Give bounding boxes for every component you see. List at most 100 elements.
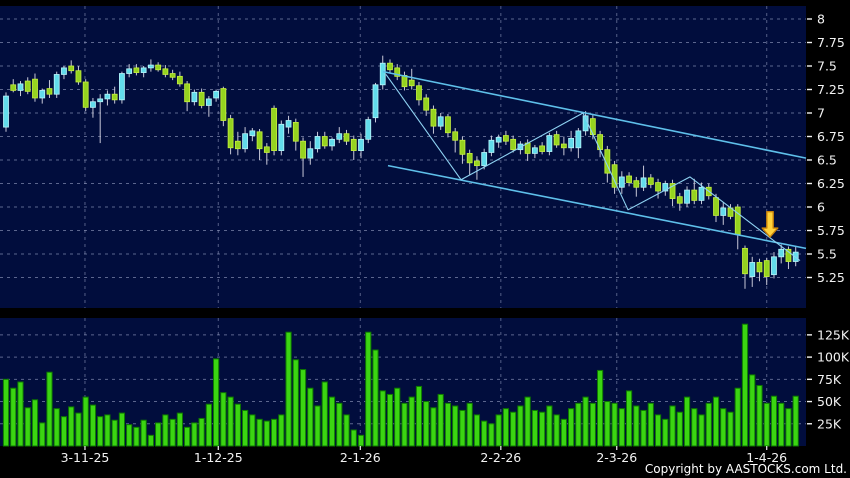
down-arrow-icon: [761, 211, 779, 238]
candle-down: [82, 81, 89, 108]
candle-down: [430, 108, 437, 127]
candle-up: [39, 90, 46, 99]
candle-down: [300, 140, 306, 159]
volume-bar: [712, 396, 720, 447]
volume-bar: [691, 408, 698, 447]
volume-bar: [372, 349, 379, 447]
volume-bar: [582, 396, 589, 447]
volume-bar: [785, 408, 792, 447]
candle-down: [46, 88, 53, 95]
price-tick-label: 7.25: [817, 82, 845, 97]
candle-up: [575, 130, 582, 149]
axis-labels: 8 7.75 7.5 7.25 7 6.75 6.5 6.25 6 5.75 5.5 5.25 125K…: [61, 12, 850, 466]
volume-bar: [698, 414, 705, 447]
copyright-text: Copyright by AASTOCKS.com Ltd.: [645, 462, 847, 476]
volume-bar: [517, 405, 524, 447]
candle-down: [10, 84, 17, 91]
candle-up: [278, 123, 285, 151]
volume-bar: [169, 418, 176, 447]
candle-down: [423, 97, 430, 111]
volume-bar: [560, 418, 567, 447]
candle-up: [140, 67, 147, 73]
candle-up: [3, 95, 9, 128]
candle-up: [249, 130, 256, 136]
volume-bar: [756, 385, 763, 447]
volume-bar: [2, 378, 10, 447]
date-tick-label: 3-11-25: [61, 450, 110, 465]
candle-down: [633, 180, 640, 188]
volume-bar: [662, 418, 669, 447]
candle-up: [481, 152, 488, 167]
volume-bar: [328, 396, 336, 447]
candle-up: [531, 147, 538, 154]
candle-up: [119, 73, 125, 101]
trendlines: [382, 70, 807, 262]
volume-bar: [466, 402, 473, 447]
volume-bar: [394, 387, 401, 447]
candle-up: [213, 90, 220, 99]
candle-down: [452, 131, 459, 141]
candle-up: [662, 183, 669, 192]
volume-bar: [220, 392, 227, 447]
volume-bar: [285, 331, 292, 447]
volume-bar: [97, 416, 104, 447]
candle-up: [329, 138, 335, 147]
candle-up: [778, 248, 785, 258]
volume-bar: [263, 420, 270, 447]
candle-down: [459, 139, 466, 155]
candle-down: [133, 67, 140, 73]
volume-bar: [437, 393, 444, 447]
candle-down: [785, 248, 792, 262]
volume-bar: [618, 408, 625, 447]
volume-bar: [524, 396, 531, 447]
candle-up: [720, 207, 727, 216]
candle-down: [176, 75, 183, 85]
candle-up: [126, 68, 133, 74]
candle-up: [104, 93, 111, 100]
candle-down: [647, 177, 654, 185]
volume-bar: [82, 396, 89, 447]
volume-bar: [734, 387, 741, 447]
volume-bar: [75, 412, 82, 447]
volume-bar: [705, 402, 712, 447]
candle-down: [24, 80, 31, 92]
volume-bar: [379, 390, 386, 447]
candle-down: [75, 70, 82, 83]
volume-bar: [415, 385, 423, 447]
volume-bar: [553, 414, 560, 447]
candle-down: [553, 134, 560, 146]
volume-bar: [336, 402, 343, 447]
volume-bar: [575, 402, 582, 447]
candle-up: [640, 177, 647, 188]
volume-bar: [147, 434, 155, 447]
volume-bar: [452, 405, 459, 447]
candle-up: [749, 262, 756, 277]
candle-down: [510, 138, 517, 151]
volume-bar: [778, 402, 785, 447]
candle-up: [17, 83, 24, 91]
volume-bar: [640, 409, 647, 447]
candle-up: [307, 148, 314, 159]
volume-bar: [408, 396, 415, 447]
candle-down: [539, 145, 546, 152]
volume-bar: [68, 406, 75, 447]
candle-up: [684, 189, 690, 204]
candle-up: [61, 67, 67, 75]
volume-bar: [683, 396, 691, 447]
volume-bar: [270, 418, 278, 447]
volume-tick-label: 75K: [817, 372, 842, 387]
candle-down: [742, 247, 748, 275]
price-tick-label: 6.25: [817, 176, 845, 191]
volume-bar: [17, 381, 24, 447]
volume-tick-label: 125K: [817, 327, 850, 342]
candle-up: [488, 139, 495, 153]
volume-bar: [176, 412, 183, 447]
volume-bars: [2, 323, 799, 447]
volume-bar: [53, 408, 60, 447]
candle-down: [234, 140, 241, 150]
volume-bar: [386, 393, 394, 447]
down-arrow-annotation: [761, 211, 779, 238]
candle-down: [416, 85, 422, 101]
candle-up: [53, 74, 60, 95]
